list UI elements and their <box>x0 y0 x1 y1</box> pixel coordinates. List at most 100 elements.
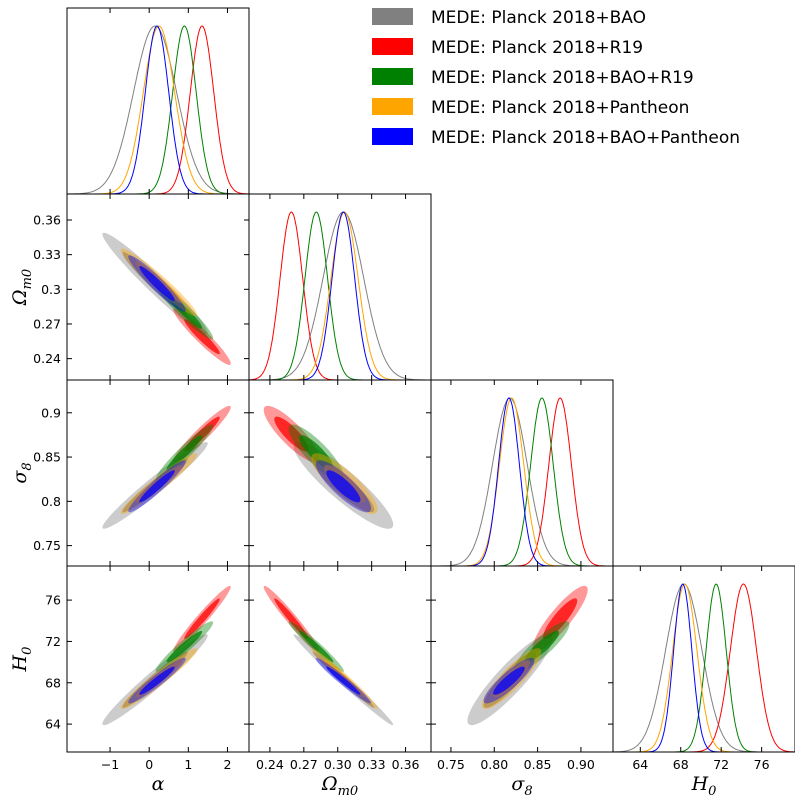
contour-68-series-4 <box>326 470 361 503</box>
marginal-curve-series-1 <box>67 25 249 195</box>
contour-68-series-2 <box>166 293 203 329</box>
axis-subscript: 0 <box>708 784 716 795</box>
marginal-curve-series-0 <box>431 397 613 567</box>
contour-68-series-1 <box>274 416 309 452</box>
x-tick-label-sigma8: 0.75 <box>437 757 465 772</box>
legend-label: MEDE: Planck 2018+Pantheon <box>431 98 689 118</box>
panel-h0-vs-alpha <box>102 585 231 726</box>
panel-omega-vs-alpha <box>102 232 231 365</box>
x-tick-label-sigma8: 0.85 <box>524 757 552 772</box>
marginal-h0 <box>613 583 795 753</box>
x-tick-label-alpha: 0 <box>145 757 153 772</box>
axis-symbol: σ <box>9 470 31 484</box>
marginal-sigma8 <box>431 397 613 567</box>
legend-swatch <box>372 68 413 85</box>
panel-frame <box>612 565 795 753</box>
panel-h0-vs-sigma8 <box>467 585 588 726</box>
contour-68-series-4 <box>139 470 175 503</box>
y-tick-label-h0: 68 <box>45 675 61 690</box>
marginal-alpha <box>67 25 249 195</box>
x-axis-label-alpha: α <box>152 773 165 795</box>
panel-frame <box>248 565 432 753</box>
axis-symbol: H <box>9 654 31 672</box>
legend-label: MEDE: Planck 2018+BAO+R19 <box>431 68 694 88</box>
contour-68-series-1 <box>184 319 220 355</box>
marginal-curve-series-2 <box>613 583 795 753</box>
marginal-curve-series-4 <box>67 25 249 195</box>
marginal-curve-series-3 <box>249 211 431 381</box>
y-tick-label-sigma8: 0.8 <box>41 494 61 509</box>
axis-subscript: m0 <box>20 269 35 290</box>
marginal-curve-series-0 <box>67 25 249 195</box>
legend-label: MEDE: Planck 2018+BAO <box>431 8 646 28</box>
y-tick-label-h0: 76 <box>45 593 61 608</box>
panel-frame <box>66 7 250 195</box>
y-tick-label-omega: 0.3 <box>41 282 61 297</box>
marginal-curve-series-2 <box>249 211 431 381</box>
panel-h0-vs-omega <box>263 585 394 726</box>
x-tick-label-h0: 76 <box>754 757 770 772</box>
contour-68-series-1 <box>543 598 578 640</box>
legend-label: MEDE: Planck 2018+R19 <box>431 38 643 58</box>
x-tick-label-omega: 0.33 <box>358 757 386 772</box>
marginal-curve-series-2 <box>431 397 613 567</box>
x-axis-label-sigma8: σ8 <box>511 773 532 795</box>
legend: MEDE: Planck 2018+BAO MEDE: Planck 2018+R… <box>372 8 740 148</box>
contour-68-series-4 <box>139 266 175 301</box>
contour-68-series-1 <box>274 598 309 639</box>
axis-subscript: 0 <box>20 647 35 655</box>
y-tick-label-h0: 64 <box>45 717 61 732</box>
axis-subscript: 8 <box>20 462 35 470</box>
contour-68-series-4 <box>139 666 175 695</box>
y-tick-label-sigma8: 0.9 <box>41 405 61 420</box>
marginal-curve-series-3 <box>431 397 613 567</box>
y-tick-label-sigma8: 0.85 <box>33 450 61 465</box>
axis-symbol: α <box>152 773 165 795</box>
x-tick-label-sigma8: 0.80 <box>480 757 508 772</box>
contour-68-series-4 <box>326 666 361 695</box>
y-axis-label-sigma8: σ8 <box>9 462 35 483</box>
legend-swatch <box>372 98 413 115</box>
y-tick-label-omega: 0.24 <box>33 351 61 366</box>
y-axis-label-omega: Ωm0 <box>9 269 35 306</box>
axis-subscript: 8 <box>524 784 532 795</box>
y-tick-label-h0: 72 <box>45 634 61 649</box>
axis-symbol: Ω <box>9 289 31 306</box>
contour-68-series-2 <box>299 435 334 471</box>
y-axis-label-h0: H0 <box>9 647 35 673</box>
x-tick-label-alpha: −1 <box>101 757 119 772</box>
x-tick-label-h0: 64 <box>632 757 648 772</box>
x-tick-label-omega: 0.27 <box>290 757 318 772</box>
x-axis-label-omega: Ωm0 <box>321 773 358 795</box>
marginal-curve-series-3 <box>67 25 249 195</box>
x-tick-label-alpha: 2 <box>223 757 231 772</box>
x-tick-label-sigma8: 0.90 <box>567 757 595 772</box>
marginal-curve-series-4 <box>249 211 431 381</box>
legend-swatch <box>372 128 413 145</box>
contour-68-series-2 <box>524 630 559 663</box>
marginal-curve-series-0 <box>249 211 431 381</box>
marginal-curve-series-1 <box>431 397 613 567</box>
contour-68-series-1 <box>184 598 220 639</box>
marginal-omega <box>248 211 431 381</box>
x-tick-label-alpha: 1 <box>184 757 192 772</box>
axis-subscript: m0 <box>338 784 359 795</box>
x-tick-label-omega: 0.30 <box>324 757 352 772</box>
y-tick-label-omega: 0.33 <box>33 247 61 262</box>
legend-swatch <box>372 38 413 55</box>
legend-swatch <box>372 8 413 25</box>
marginal-curve-series-2 <box>67 25 249 195</box>
y-tick-label-sigma8: 0.75 <box>33 538 61 553</box>
panel-sigma8-vs-omega <box>263 405 394 529</box>
x-tick-label-h0: 68 <box>673 757 689 772</box>
y-tick-label-omega: 0.36 <box>33 212 61 227</box>
contour-68-series-2 <box>299 631 334 663</box>
axis-symbol: Ω <box>321 773 338 795</box>
contour-68-series-4 <box>493 666 525 695</box>
axis-symbol: σ <box>511 773 525 795</box>
marginal-curve-series-4 <box>431 397 613 567</box>
x-tick-label-omega: 0.36 <box>392 757 420 772</box>
panel-frame <box>430 379 614 567</box>
y-tick-label-omega: 0.27 <box>33 316 61 331</box>
